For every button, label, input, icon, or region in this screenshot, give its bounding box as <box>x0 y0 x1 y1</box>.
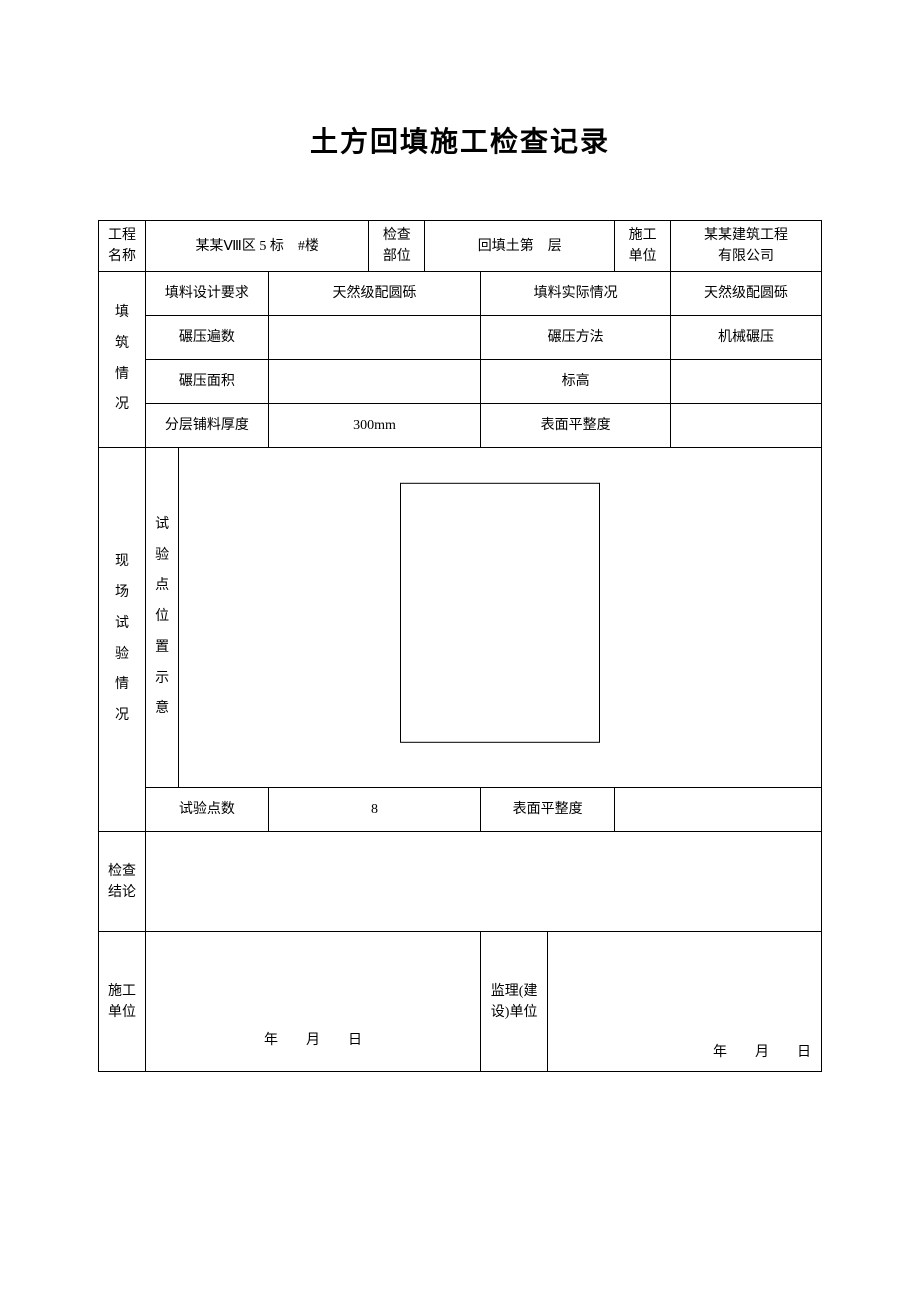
test-sketch-label: 试 验 点 位 置 示 意 <box>145 448 179 788</box>
test-section-label: 现 场 试 验 情 况 <box>99 448 146 832</box>
fill-r1-l2: 填料实际情况 <box>481 272 671 316</box>
fill-r3-v1 <box>268 360 480 404</box>
inspection-form: 工程 名称 某某Ⅷ区 5 标 #楼 检查 部位 回填土第 层 施工 单位 某某建… <box>98 220 822 1072</box>
fill-r4-v1: 300mm <box>268 404 480 448</box>
project-name-label: 工程 名称 <box>99 221 146 272</box>
fill-r2-v1 <box>268 316 480 360</box>
sketch-box <box>400 482 600 742</box>
fill-r3-l2: 标高 <box>481 360 671 404</box>
fill-r3-l1: 碾压面积 <box>145 360 268 404</box>
fill-r4-v2 <box>671 404 822 448</box>
signoff-date-1: 年 月 日 <box>148 1030 478 1051</box>
fill-r4-l1: 分层铺料厚度 <box>145 404 268 448</box>
fill-r4-l2: 表面平整度 <box>481 404 671 448</box>
check-part-value: 回填土第 层 <box>425 221 615 272</box>
test-r-v1: 8 <box>268 788 480 832</box>
signoff-supervisor-label: 监理(建 设)单位 <box>481 932 548 1072</box>
fill-r1-v2: 天然级配圆砾 <box>671 272 822 316</box>
document-title: 土方回填施工检查记录 <box>98 120 822 160</box>
fill-r1-v1: 天然级配圆砾 <box>268 272 480 316</box>
fill-r2-l1: 碾压遍数 <box>145 316 268 360</box>
fill-r2-l2: 碾压方法 <box>481 316 671 360</box>
signoff-construct-label: 施工 单位 <box>99 932 146 1072</box>
signoff-date-2: 年 月 日 <box>713 1045 811 1060</box>
construct-unit-label: 施工 单位 <box>615 221 671 272</box>
conclusion-value <box>145 832 821 932</box>
test-r-l1: 试验点数 <box>145 788 268 832</box>
project-name-value: 某某Ⅷ区 5 标 #楼 <box>145 221 368 272</box>
test-sketch-area <box>179 448 822 788</box>
test-r-v2 <box>615 788 822 832</box>
construct-unit-value: 某某建筑工程 有限公司 <box>671 221 822 272</box>
fill-r3-v2 <box>671 360 822 404</box>
fill-r2-v2: 机械碾压 <box>671 316 822 360</box>
test-r-l2: 表面平整度 <box>481 788 615 832</box>
conclusion-label: 检查 结论 <box>99 832 146 932</box>
signoff-construct-area: 年 月 日 <box>145 932 480 1072</box>
fill-section-label: 填 筑 情 况 <box>99 272 146 448</box>
check-part-label: 检查 部位 <box>369 221 425 272</box>
signoff-supervisor-area: 年 月 日 <box>548 932 822 1072</box>
fill-r1-l1: 填料设计要求 <box>145 272 268 316</box>
